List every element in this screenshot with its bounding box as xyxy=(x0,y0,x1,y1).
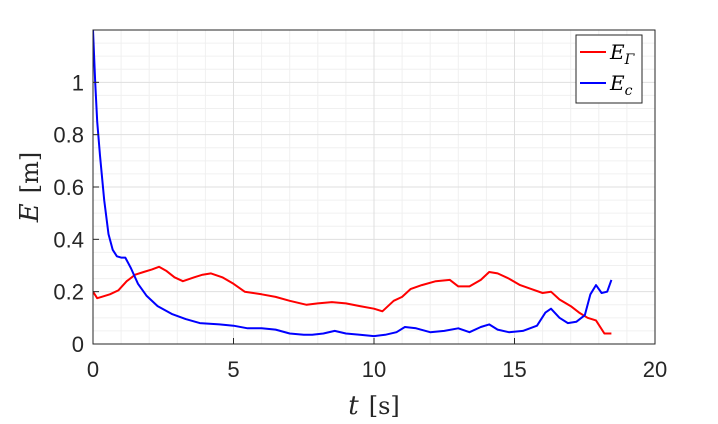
x-tick-label: 0 xyxy=(87,357,99,382)
y-tick-label: 0.8 xyxy=(53,123,84,148)
y-tick-label: 0 xyxy=(72,332,84,357)
x-tick-label: 10 xyxy=(362,357,386,382)
y-tick-label: 1 xyxy=(72,70,84,95)
series-line-e-c xyxy=(93,30,613,338)
x-axis-label: t [s] xyxy=(348,391,400,421)
legend-label: EΓ xyxy=(609,40,636,68)
y-axis-symbol: E xyxy=(15,203,45,223)
legend-box xyxy=(575,34,643,104)
y-tick-label: 0.2 xyxy=(53,280,84,305)
x-tick-label: 20 xyxy=(643,357,667,382)
x-tick-label: 15 xyxy=(502,357,526,382)
y-tick-label: 0.4 xyxy=(53,227,84,252)
y-axis-label: E [m] xyxy=(15,152,45,223)
series-line-e-gamma xyxy=(93,265,612,335)
legend-label: Ec xyxy=(609,71,633,99)
y-axis-ticks: 0 0.2 0.4 0.6 0.8 1 xyxy=(53,70,99,357)
x-axis-unit: [s] xyxy=(369,392,400,420)
y-tick-label: 0.6 xyxy=(53,175,84,200)
legend: EΓ Ec xyxy=(575,34,643,104)
series-layer xyxy=(93,30,613,338)
x-tick-label: 5 xyxy=(227,357,239,382)
y-axis-unit: [m] xyxy=(16,152,44,193)
x-axis-ticks: 0 5 10 15 20 xyxy=(87,338,667,382)
x-axis-symbol: t xyxy=(348,391,359,421)
